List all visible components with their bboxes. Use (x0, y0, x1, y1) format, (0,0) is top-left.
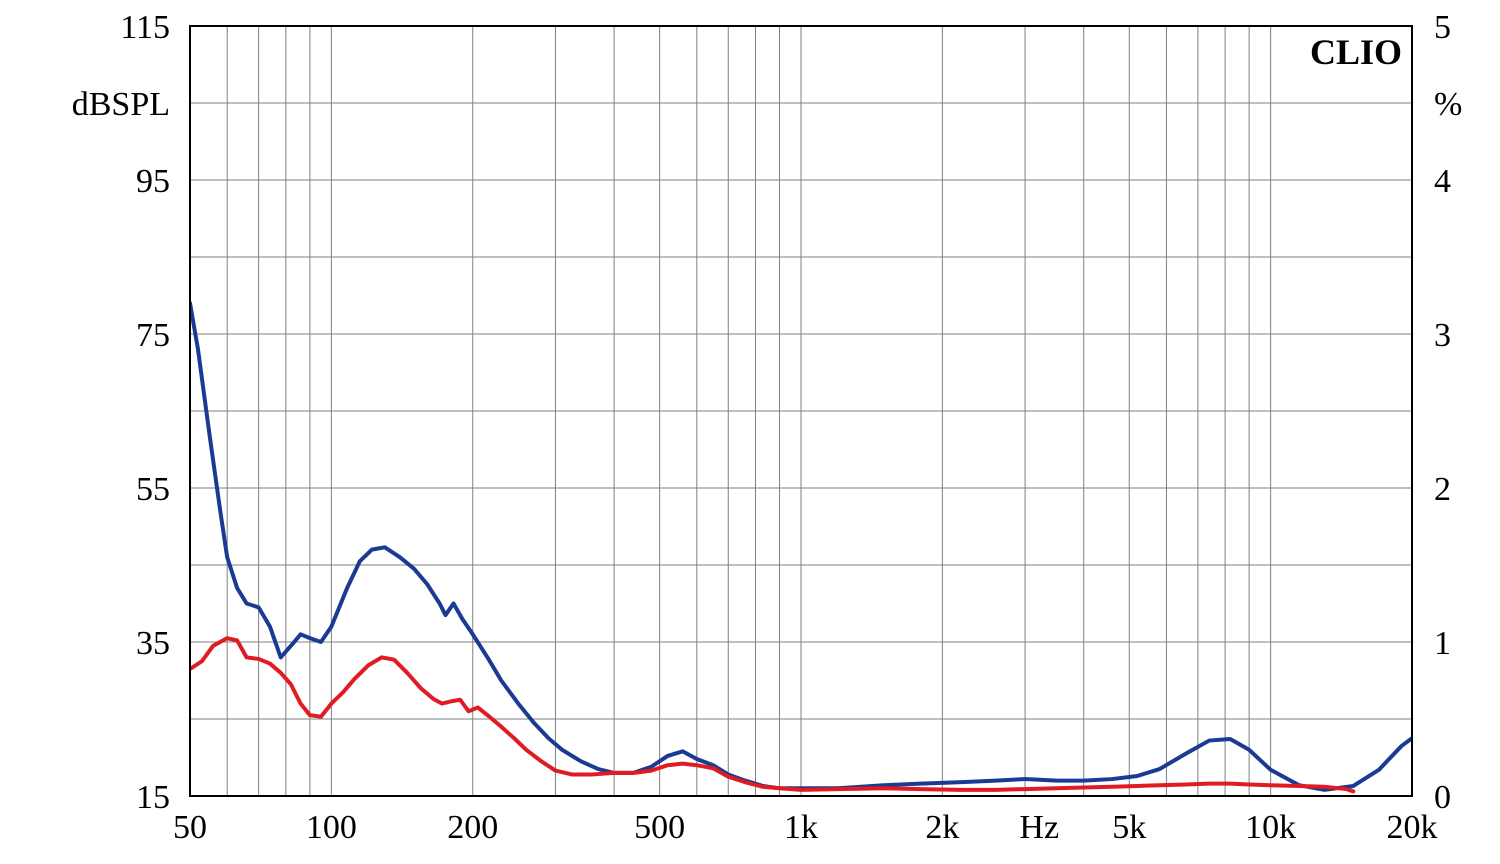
y-right-tick-label: 3 (1434, 317, 1451, 354)
x-tick-label: 2k (925, 809, 959, 846)
y-right-unit-label: % (1434, 86, 1462, 123)
x-tick-label: 500 (634, 809, 685, 846)
x-tick-label: 1k (784, 809, 818, 846)
x-tick-label: 100 (306, 809, 357, 846)
x-tick-label: 10k (1245, 809, 1296, 846)
y-right-tick-label: 5 (1434, 9, 1451, 46)
y-left-tick-label: 15 (136, 779, 170, 816)
y-left-tick-label: 55 (136, 471, 170, 508)
y-left-tick-label: 35 (136, 625, 170, 662)
x-tick-label: 5k (1112, 809, 1146, 846)
y-right-tick-label: 2 (1434, 471, 1451, 508)
x-tick-label: 20k (1387, 809, 1438, 846)
y-left-tick-label: 95 (136, 163, 170, 200)
x-tick-label: 50 (173, 809, 207, 846)
y-left-tick-label: 75 (136, 317, 170, 354)
watermark-label: CLIO (1310, 32, 1402, 72)
y-left-tick-label: 115 (120, 9, 170, 46)
y-right-tick-label: 0 (1434, 779, 1451, 816)
y-left-unit-label: dBSPL (72, 86, 170, 123)
x-unit-label: Hz (1019, 809, 1059, 846)
y-right-tick-label: 1 (1434, 625, 1451, 662)
x-tick-label: 200 (447, 809, 498, 846)
y-right-tick-label: 4 (1434, 163, 1451, 200)
frequency-response-chart: 501002005001k2k5k10k20kHz1535557595115dB… (0, 0, 1500, 864)
